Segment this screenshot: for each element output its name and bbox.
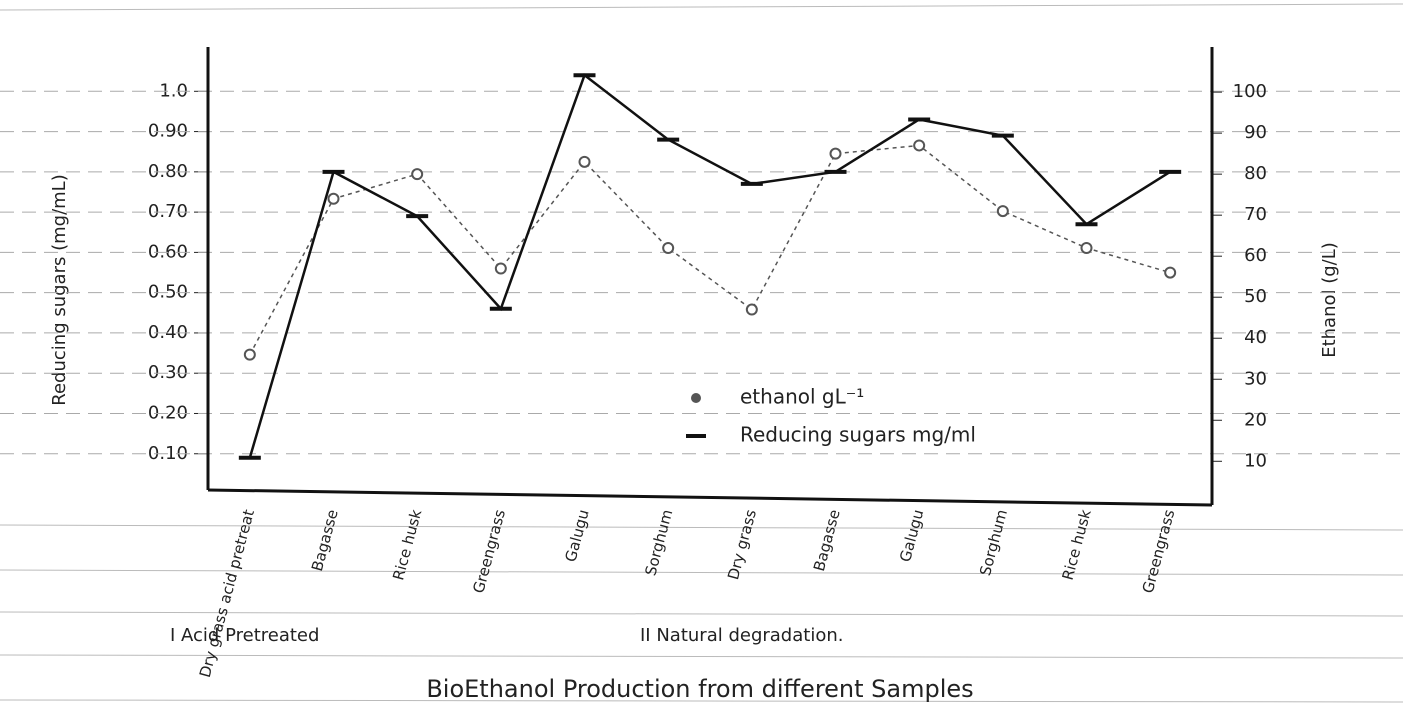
legend-label: Reducing sugars mg/ml — [740, 423, 976, 447]
y2-tick-label: 40 — [1244, 327, 1267, 348]
x-tick-label: Dry grass acid pretreat — [196, 507, 258, 679]
series-line — [250, 75, 1170, 458]
point — [580, 157, 590, 167]
chart-title: BioEthanol Production from different Sam… — [426, 675, 973, 703]
y2-tick-label: 50 — [1244, 286, 1267, 307]
x-tick-label: Rice husk — [389, 507, 425, 582]
group-label: I Acid Pretreated — [170, 625, 319, 646]
x-tick-label: Greengrass — [469, 507, 509, 595]
y2-tick-label: 20 — [1244, 409, 1267, 430]
point — [747, 305, 757, 315]
y2-tick-label: 90 — [1244, 122, 1267, 143]
x-tick-label: Galugu — [896, 508, 927, 564]
point — [998, 206, 1008, 216]
ruled-line — [0, 570, 1403, 575]
ruled-line — [0, 525, 1403, 530]
x-tick-label: Galugu — [561, 508, 592, 564]
y-axis-label: Reducing sugars (mg/mL) — [49, 174, 70, 405]
y2-axis-label: Ethanol (g/L) — [1319, 242, 1340, 358]
point — [412, 169, 422, 179]
point — [831, 149, 841, 159]
y2-tick-label: 60 — [1244, 245, 1267, 266]
point — [1165, 268, 1175, 278]
point — [1082, 243, 1092, 253]
y2-tick-label: 70 — [1244, 204, 1267, 225]
x-tick-label: Bagasse — [308, 508, 342, 574]
legend-label: ethanol gL⁻¹ — [740, 385, 864, 409]
point — [329, 194, 339, 204]
point — [914, 140, 924, 150]
chart: BioEthanol Production from different Sam… — [0, 0, 1403, 717]
x-tick-label: Dry grass — [724, 507, 760, 581]
series-line — [250, 145, 1170, 354]
point — [245, 350, 255, 360]
group-label: II Natural degradation. — [640, 625, 843, 646]
y2-tick-label: 10 — [1244, 450, 1267, 471]
x-tick-label: Sorghum — [641, 508, 676, 578]
x-tick-label: Rice husk — [1059, 507, 1095, 582]
x-tick-label: Greengrass — [1139, 507, 1179, 595]
y2-tick-label: 100 — [1233, 81, 1267, 102]
ruled-line — [0, 612, 1403, 616]
point — [663, 243, 673, 253]
point — [496, 264, 506, 274]
legend-marker — [691, 393, 701, 403]
x-tick-label: Bagasse — [810, 508, 844, 574]
y2-tick-label: 80 — [1244, 163, 1267, 184]
y2-tick-label: 30 — [1244, 368, 1267, 389]
ruled-line — [0, 4, 1403, 10]
x-axis — [208, 490, 1212, 505]
x-tick-label: Sorghum — [976, 508, 1011, 578]
